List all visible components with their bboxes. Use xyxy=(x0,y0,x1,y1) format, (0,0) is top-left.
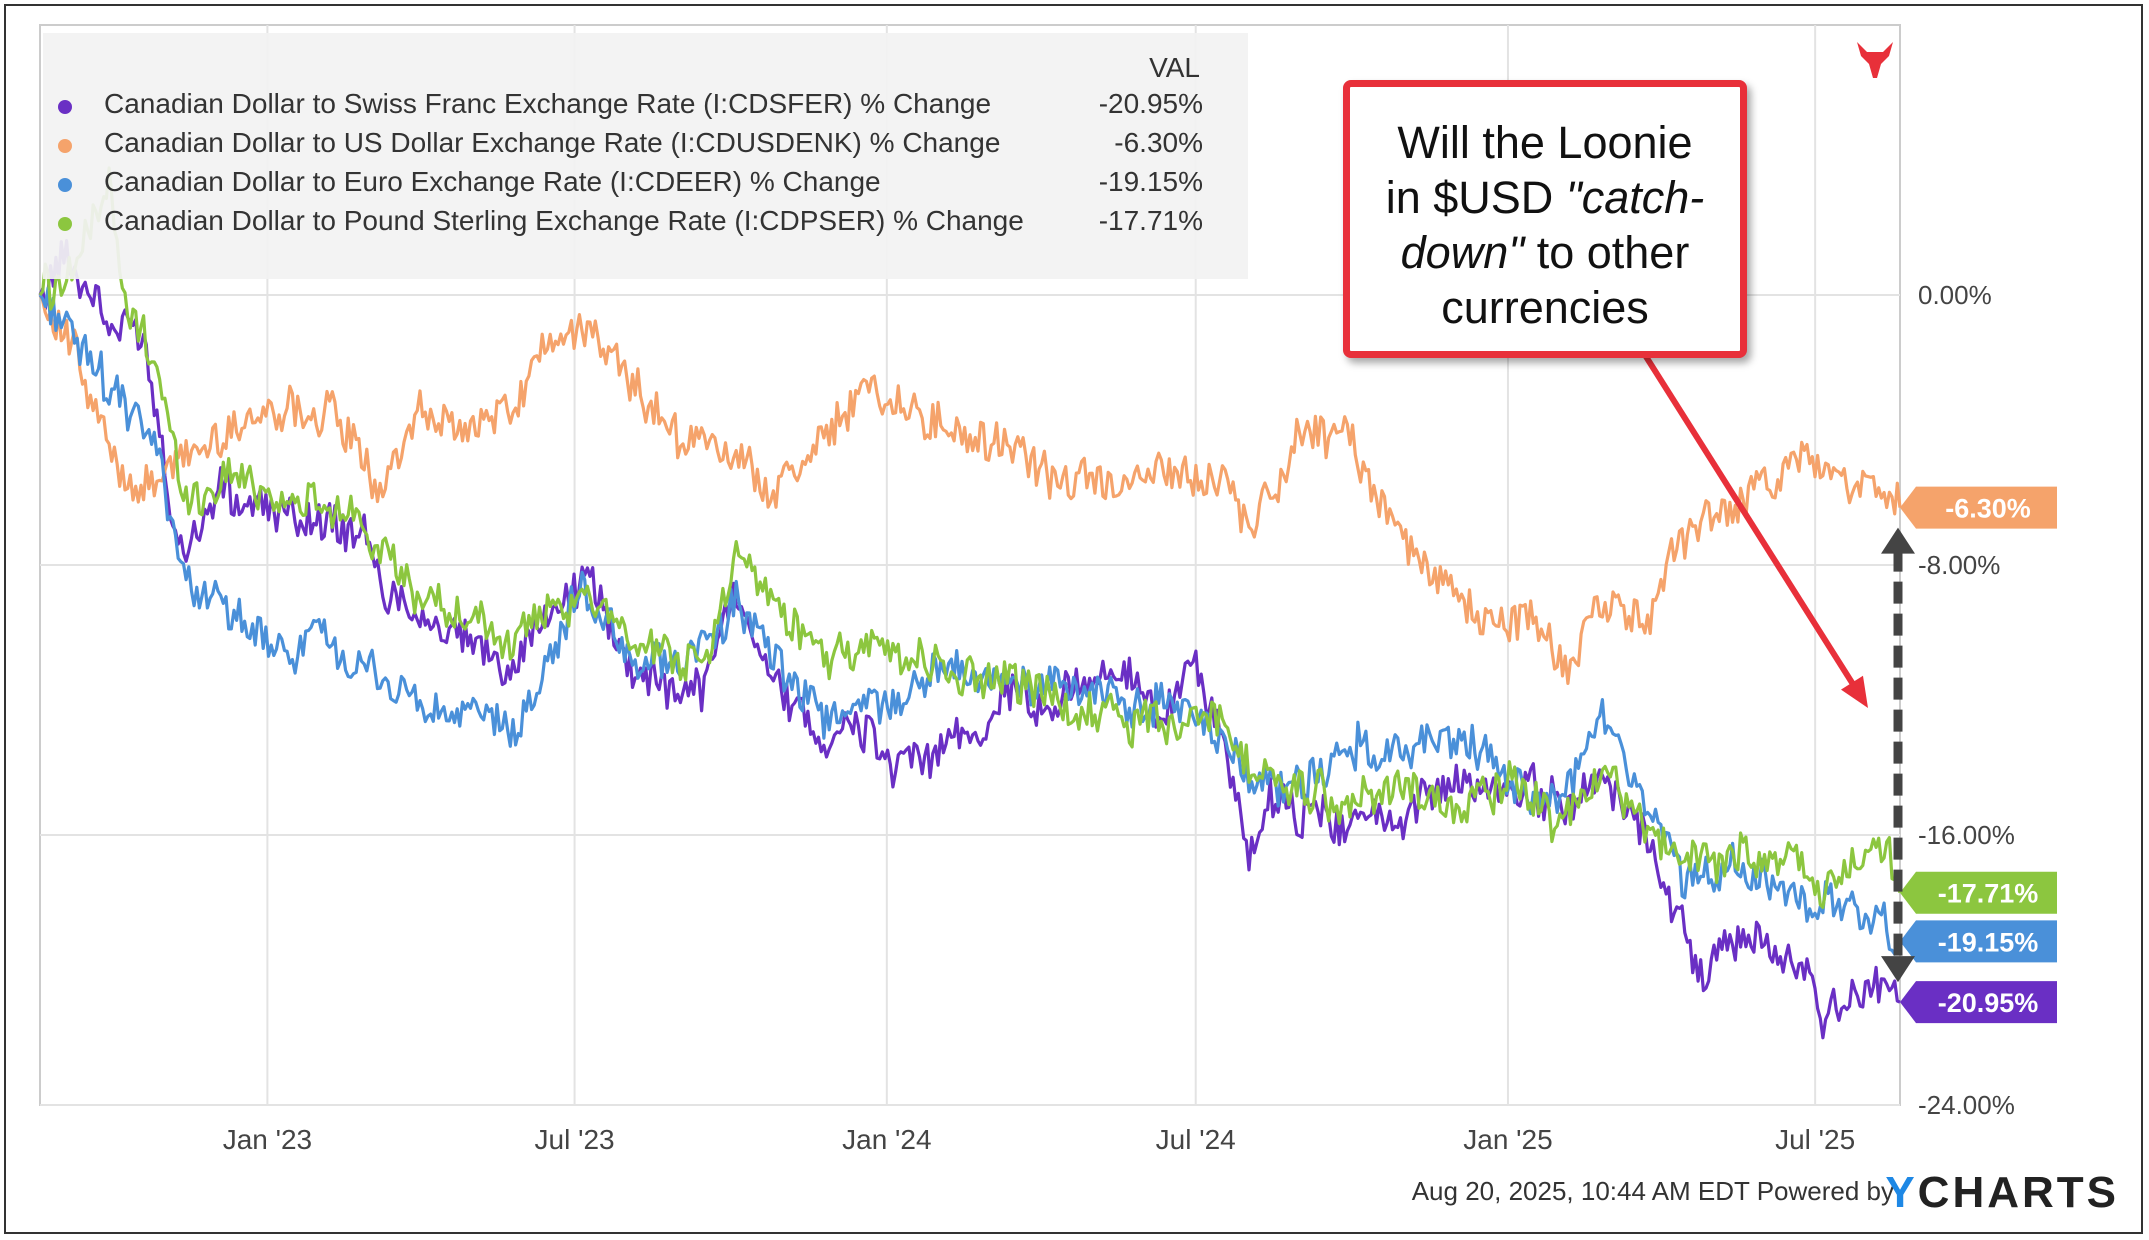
x-tick-label: Jan '23 xyxy=(223,1124,312,1155)
legend-label: Canadian Dollar to Euro Exchange Rate (I… xyxy=(104,166,881,197)
end-value-tag xyxy=(1900,981,2057,1024)
bull-logo-icon xyxy=(1857,42,1893,78)
end-value-label: -17.71% xyxy=(1938,879,2039,909)
gap-arrow-head-down xyxy=(1881,956,1915,983)
end-value-tag xyxy=(1900,920,2057,963)
legend-value: -20.95% xyxy=(1098,88,1203,119)
gap-arrow-head-up xyxy=(1881,527,1915,554)
series-line-1 xyxy=(38,239,1901,1040)
legend-label: Canadian Dollar to Pound Sterling Exchan… xyxy=(104,205,1024,236)
callout-text-italic: down" xyxy=(1400,227,1525,278)
footer: Aug 20, 2025, 10:44 AM EDT Powered by xyxy=(1412,1176,1894,1207)
legend-dot-gbp xyxy=(58,217,72,231)
legend-dot-usd xyxy=(58,139,72,153)
x-tick-label: Jul '24 xyxy=(1156,1124,1236,1155)
end-value-tag xyxy=(1900,871,2057,914)
callout-line-3: down" to other xyxy=(1350,225,1740,280)
end-value-label: -20.95% xyxy=(1938,988,2039,1018)
legend-value: -6.30% xyxy=(1114,127,1203,158)
end-value-tag xyxy=(1900,486,2057,529)
legend-dot-chf xyxy=(58,100,72,114)
logo-y: Y xyxy=(1885,1168,1918,1217)
logo-text: CHARTS xyxy=(1917,1168,2119,1217)
y-tick-label: 0.00% xyxy=(1918,280,1992,310)
x-tick-label: Jul '23 xyxy=(535,1124,615,1155)
legend-row-usd[interactable]: Canadian Dollar to US Dollar Exchange Ra… xyxy=(58,127,1203,163)
legend-value: -19.15% xyxy=(1098,166,1203,197)
callout-line-2: in $USD "catch- xyxy=(1350,170,1740,225)
x-tick-label: Jan '24 xyxy=(842,1124,931,1155)
legend-box xyxy=(43,33,1248,279)
callout-pointer-arrow xyxy=(1642,353,1859,691)
series-line-4 xyxy=(38,166,1902,909)
legend-header: VAL xyxy=(1149,52,1200,83)
legend-row-gbp[interactable]: Canadian Dollar to Pound Sterling Exchan… xyxy=(58,205,1203,241)
callout-text: in $USD xyxy=(1385,172,1566,223)
end-value-label: -19.15% xyxy=(1938,927,2039,957)
y-tick-label: -16.00% xyxy=(1918,820,2015,850)
x-tick-label: Jan '25 xyxy=(1463,1124,1552,1155)
series-line-2 xyxy=(38,294,1902,685)
callout-line-4: currencies xyxy=(1441,282,1649,333)
y-tick-label: -8.00% xyxy=(1918,550,2000,580)
callout-text: to other xyxy=(1524,227,1690,278)
series-line-3 xyxy=(38,286,1902,956)
legend-dot-eur xyxy=(58,178,72,192)
legend-label: Canadian Dollar to US Dollar Exchange Ra… xyxy=(104,127,1001,158)
legend-label: Canadian Dollar to Swiss Franc Exchange … xyxy=(104,88,992,119)
legend-value: -17.71% xyxy=(1098,205,1203,236)
x-tick-label: Jul '25 xyxy=(1775,1124,1855,1155)
legend-row-eur[interactable]: Canadian Dollar to Euro Exchange Rate (I… xyxy=(58,166,1203,202)
end-value-label: -6.30% xyxy=(1945,494,2031,524)
annotation-callout: Will the Loonie in $USD "catch- down" to… xyxy=(1343,80,1747,358)
legend-row-chf[interactable]: Canadian Dollar to Swiss Franc Exchange … xyxy=(58,88,1203,124)
y-tick-label: -24.00% xyxy=(1918,1090,2015,1120)
callout-pointer-arrowhead xyxy=(1840,675,1868,708)
callout-line-1: Will the Loonie xyxy=(1397,117,1693,168)
callout-text-italic: "catch- xyxy=(1565,172,1705,223)
ycharts-logo[interactable]: YCHARTS xyxy=(1885,1168,2119,1218)
footer-timestamp: Aug 20, 2025, 10:44 AM EDT Powered by xyxy=(1411,1176,1894,1206)
